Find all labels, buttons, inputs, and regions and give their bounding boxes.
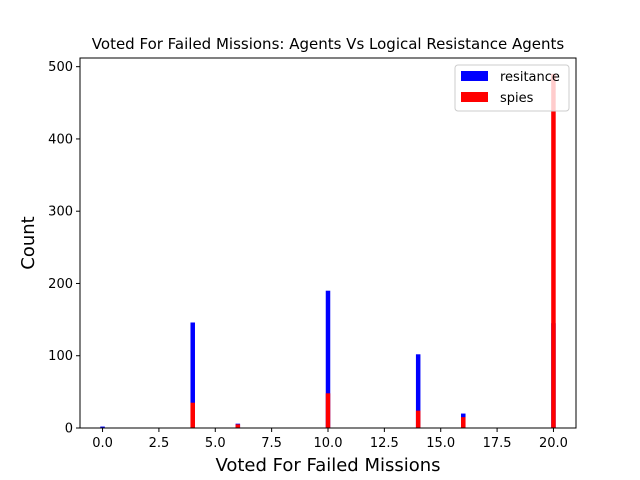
y-tick-label: 0	[65, 422, 73, 437]
legend-swatch-spies	[461, 92, 488, 102]
legend-swatch-resitance	[461, 71, 488, 81]
bar-spies-2	[325, 393, 331, 428]
x-axis-ticks: 0.0 2.5 5.0 7.5 10.0 12.5 15.0 17.5 20.0	[92, 428, 568, 451]
bars-layer	[100, 73, 556, 429]
bar-spies-3	[415, 410, 421, 428]
bar-resitance-4	[415, 354, 421, 428]
bar-resitance-1	[190, 322, 195, 428]
y-axis-ticks: 0 100 200 300 400 500	[48, 60, 80, 437]
bar-spies-5	[551, 73, 556, 429]
x-tick-label: 2.5	[149, 436, 170, 451]
bar-spies-1	[235, 424, 241, 428]
x-tick-label: 17.5	[483, 436, 512, 451]
y-axis-title: Count	[18, 216, 39, 269]
x-tick-label: 10.0	[314, 436, 343, 451]
chart-title: Voted For Failed Missions: Agents Vs Log…	[92, 35, 565, 53]
y-tick-label: 500	[48, 60, 73, 75]
x-axis-title: Voted For Failed Missions	[215, 455, 440, 476]
x-tick-label: 5.0	[205, 436, 226, 451]
legend: resitance spies	[454, 64, 570, 112]
x-tick-label: 7.5	[261, 436, 282, 451]
bar-spies-4	[461, 417, 466, 428]
x-tick-label: 20.0	[539, 436, 568, 451]
x-tick-label: 12.5	[370, 436, 399, 451]
y-tick-label: 400	[48, 132, 73, 147]
legend-label-resitance: resitance	[500, 70, 560, 85]
y-tick-label: 100	[48, 349, 73, 364]
legend-label-spies: spies	[500, 91, 534, 106]
y-tick-label: 200	[48, 277, 73, 292]
x-tick-label: 0.0	[92, 436, 113, 451]
x-tick-label: 15.0	[426, 436, 455, 451]
bar-resitance-3	[325, 290, 331, 428]
bar-spies-0	[190, 402, 195, 428]
y-tick-label: 300	[48, 205, 73, 220]
bar-resitance-0	[100, 426, 105, 428]
